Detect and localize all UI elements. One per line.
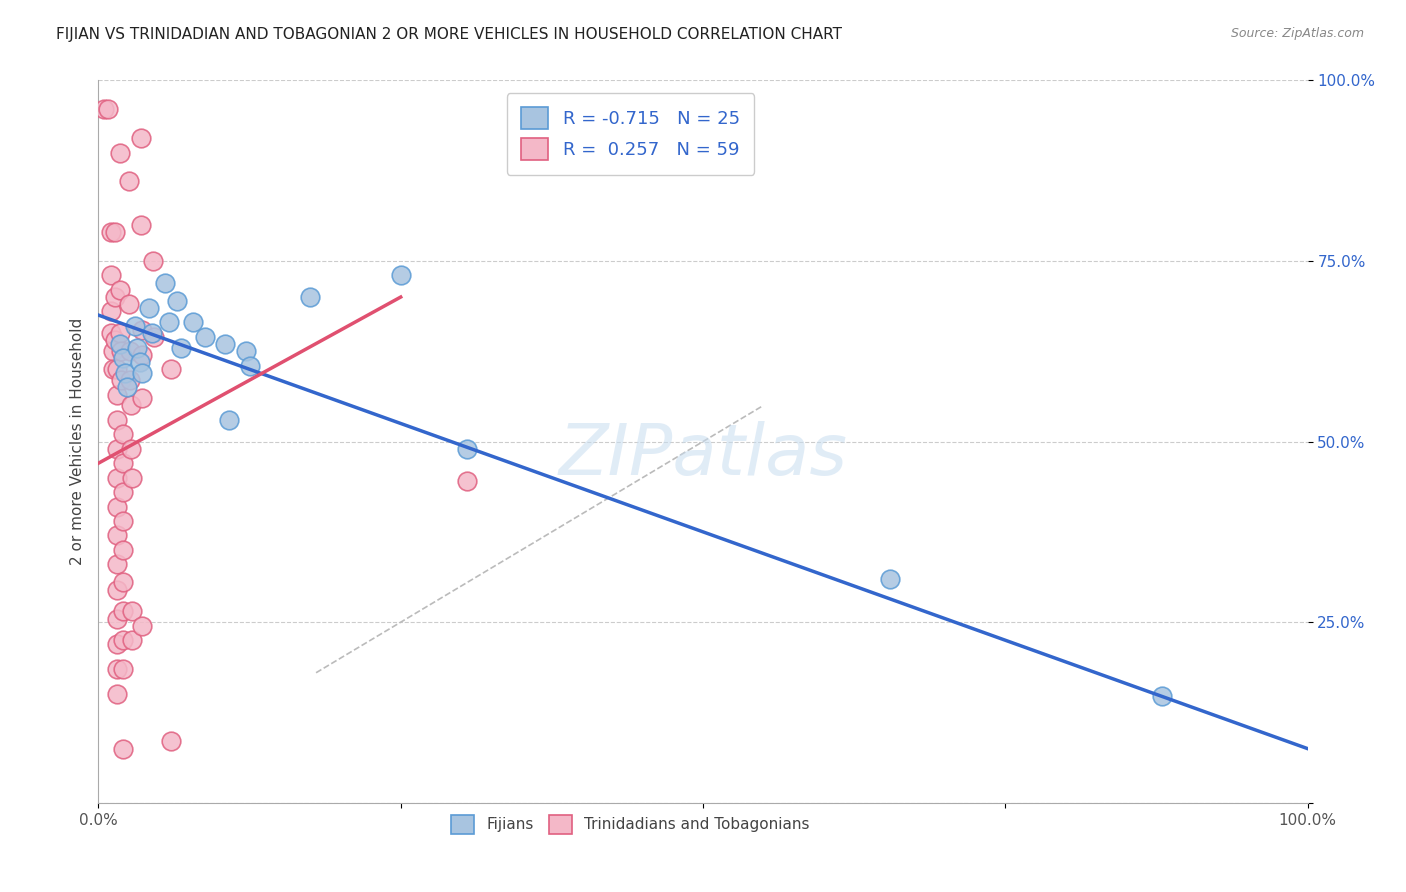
Point <box>105 528 128 542</box>
Point <box>111 351 134 366</box>
Point <box>194 330 217 344</box>
Point <box>166 293 188 308</box>
Point <box>104 290 127 304</box>
Point <box>101 362 124 376</box>
Text: FIJIAN VS TRINIDADIAN AND TOBAGONIAN 2 OR MORE VEHICLES IN HOUSEHOLD CORRELATION: FIJIAN VS TRINIDADIAN AND TOBAGONIAN 2 O… <box>56 27 842 42</box>
Point <box>142 253 165 268</box>
Legend: Fijians, Trinidadians and Tobagonians: Fijians, Trinidadians and Tobagonians <box>439 803 823 846</box>
Point <box>169 341 191 355</box>
Point <box>121 470 143 484</box>
Y-axis label: 2 or more Vehicles in Household: 2 or more Vehicles in Household <box>69 318 84 566</box>
Point <box>108 337 131 351</box>
Point <box>131 619 153 633</box>
Point <box>100 225 122 239</box>
Point <box>105 470 128 484</box>
Point <box>111 633 134 648</box>
Point <box>121 604 143 618</box>
Point <box>239 359 262 373</box>
Point <box>100 326 122 340</box>
Point <box>128 355 150 369</box>
Point <box>456 475 478 489</box>
Point <box>118 297 141 311</box>
Point <box>104 334 127 348</box>
Point <box>108 145 131 160</box>
Point <box>93 102 115 116</box>
Point <box>141 326 163 340</box>
Point <box>117 380 139 394</box>
Point <box>114 366 136 380</box>
Point <box>105 413 128 427</box>
Point <box>214 337 236 351</box>
Point <box>105 611 128 625</box>
Point <box>101 344 124 359</box>
Point <box>105 687 128 701</box>
Point <box>131 366 153 380</box>
Point <box>111 741 134 756</box>
Point <box>111 485 134 500</box>
Point <box>121 633 143 648</box>
Point <box>138 301 160 315</box>
Point <box>118 373 141 387</box>
Point <box>456 442 478 456</box>
Point <box>111 456 134 470</box>
Point <box>110 373 132 387</box>
Point <box>129 218 152 232</box>
Point <box>299 290 322 304</box>
Point <box>127 341 149 355</box>
Point <box>105 662 128 676</box>
Point <box>100 268 122 283</box>
Point <box>124 318 146 333</box>
Point <box>129 131 152 145</box>
Point <box>181 315 204 329</box>
Point <box>105 362 128 376</box>
Point <box>389 268 412 283</box>
Point <box>111 575 134 590</box>
Point <box>108 283 131 297</box>
Point <box>111 514 134 528</box>
Point <box>108 326 131 340</box>
Point <box>111 542 134 557</box>
Point <box>131 348 153 362</box>
Point <box>131 322 153 336</box>
Point <box>1152 689 1174 703</box>
Point <box>105 637 128 651</box>
Point <box>120 398 142 412</box>
Point <box>104 225 127 239</box>
Text: Source: ZipAtlas.com: Source: ZipAtlas.com <box>1230 27 1364 40</box>
Point <box>157 315 180 329</box>
Point <box>143 330 166 344</box>
Point <box>97 102 120 116</box>
Point <box>111 427 134 442</box>
Point <box>160 362 183 376</box>
Point <box>105 442 128 456</box>
Point <box>105 558 128 572</box>
Point <box>105 387 128 401</box>
Point <box>131 391 153 405</box>
Point <box>118 174 141 188</box>
Point <box>110 344 132 359</box>
Point <box>105 500 128 514</box>
Point <box>111 662 134 676</box>
Point <box>879 572 901 586</box>
Point <box>100 304 122 318</box>
Point <box>105 582 128 597</box>
Point <box>118 344 141 359</box>
Point <box>218 413 240 427</box>
Point <box>153 276 176 290</box>
Point <box>235 344 257 359</box>
Point <box>111 604 134 618</box>
Text: ZIPatlas: ZIPatlas <box>558 422 848 491</box>
Point <box>160 734 183 748</box>
Point <box>120 442 142 456</box>
